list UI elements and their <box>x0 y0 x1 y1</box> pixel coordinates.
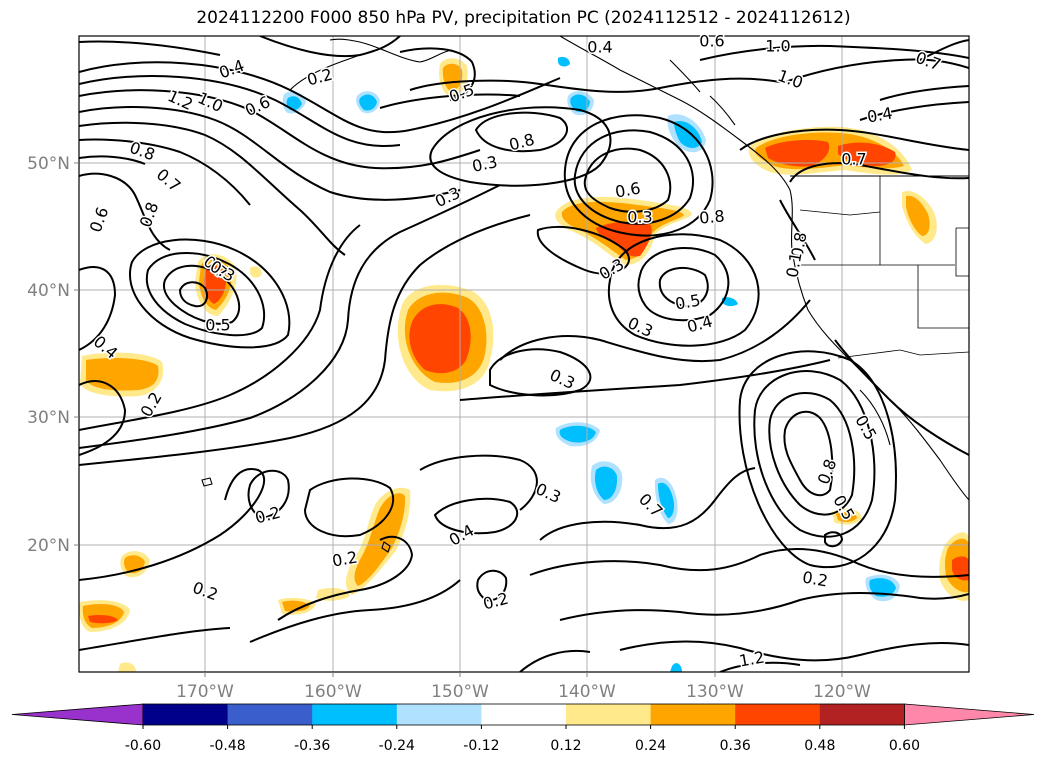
contour-label: 0.2 <box>331 547 359 570</box>
colorbar: -0.60 -0.48 -0.36 -0.24 -0.12 0.12 0.24 0.36 0.4… <box>11 703 1035 754</box>
colorbar-tick-label: -0.24 <box>379 738 415 754</box>
contour-label: 1.0 <box>765 37 790 56</box>
contour-label-halo: 0.4 <box>866 103 894 126</box>
colorbar-outline <box>142 703 905 726</box>
contour-label-halo: 0.2 <box>331 547 359 570</box>
lat-label-40n: 40°N <box>27 281 70 301</box>
contour-label: 0.4 <box>866 103 894 126</box>
colorbar-extend-high <box>904 703 1035 726</box>
contour-label: 0.2 <box>801 567 829 590</box>
graticule <box>79 36 969 672</box>
colorbar-tick-label: -0.48 <box>209 738 245 754</box>
colorbar-swatch <box>735 704 821 725</box>
map-title: 2024112200 F000 850 hPa PV, precipitatio… <box>196 8 851 28</box>
contour-label: 1.2 <box>738 647 766 670</box>
colorbar-tick-label: 0.36 <box>720 738 751 754</box>
colorbar-tick-label: -0.60 <box>125 738 161 754</box>
lat-label-30n: 30°N <box>27 408 70 428</box>
colorbar-swatch <box>650 704 736 725</box>
colorbar-tick-label: 0.12 <box>550 738 581 754</box>
lon-label-160w: 160°W <box>304 682 362 702</box>
map-frame <box>78 35 970 673</box>
colorbar-ticks: -0.60 -0.48 -0.36 -0.24 -0.12 0.12 0.24 0.36 0.4… <box>125 725 920 754</box>
colorbar-swatch <box>481 704 567 725</box>
contour-label-halo: 0.8 <box>698 206 725 227</box>
contour-label: 0.6 <box>699 32 724 51</box>
colorbar-swatch <box>566 704 652 725</box>
contour-label-halo: 0.6 <box>699 32 724 51</box>
contour-label-halo: 0.4 <box>587 38 612 57</box>
lat-label-50n: 50°N <box>27 154 70 174</box>
colorbar-tick-label: 0.48 <box>804 738 835 754</box>
colorbar-swatch <box>143 704 229 725</box>
contour-label-halo: 1.2 <box>738 647 766 670</box>
contour-label: 0.4 <box>587 38 612 57</box>
contour-label: 0.5 <box>205 316 230 335</box>
lon-label-170w: 170°W <box>176 682 234 702</box>
colorbar-tick-label: 0.24 <box>635 738 666 754</box>
colorbar-swatch <box>227 704 313 725</box>
contour-label: 0.1 <box>782 251 805 279</box>
lon-label-140w: 140°W <box>558 682 616 702</box>
pv-contours <box>79 36 969 672</box>
lon-label-120w: 120°W <box>813 682 871 702</box>
contour-label: 0.8 <box>698 206 725 227</box>
lat-label-20n: 20°N <box>27 536 70 556</box>
colorbar-swatch <box>819 704 905 725</box>
colorbar-swatch <box>312 704 398 725</box>
contour-label-halo: 0.8 <box>787 231 810 259</box>
colorbar-tick-label: 0.60 <box>889 738 920 754</box>
lon-label-150w: 150°W <box>431 682 489 702</box>
contour-label-halo: 0.7 <box>841 150 866 169</box>
contour-label-halo: 0.3 <box>627 208 652 227</box>
borders <box>790 175 969 359</box>
contour-label-halo: 0.5 <box>205 316 230 335</box>
contour-label: 0.3 <box>627 208 652 227</box>
colorbar-swatches <box>11 703 1035 726</box>
contour-label: 0.6 <box>614 178 642 201</box>
lon-label-130w: 130°W <box>686 682 744 702</box>
contour-label-halo: 0.1 <box>782 251 805 279</box>
colorbar-tick-label: -0.12 <box>463 738 499 754</box>
contour-label: 0.7 <box>841 150 866 169</box>
colorbar-swatch <box>396 704 482 725</box>
contour-label-halo: 1.0 <box>765 37 790 56</box>
contour-label: 0.3 <box>470 152 499 176</box>
contour-label: 0.5 <box>674 290 702 313</box>
coastline <box>201 36 969 553</box>
contour-label: 0.8 <box>787 231 810 259</box>
colorbar-tick-label: -0.36 <box>294 738 330 754</box>
colorbar-extend-low <box>11 703 144 726</box>
